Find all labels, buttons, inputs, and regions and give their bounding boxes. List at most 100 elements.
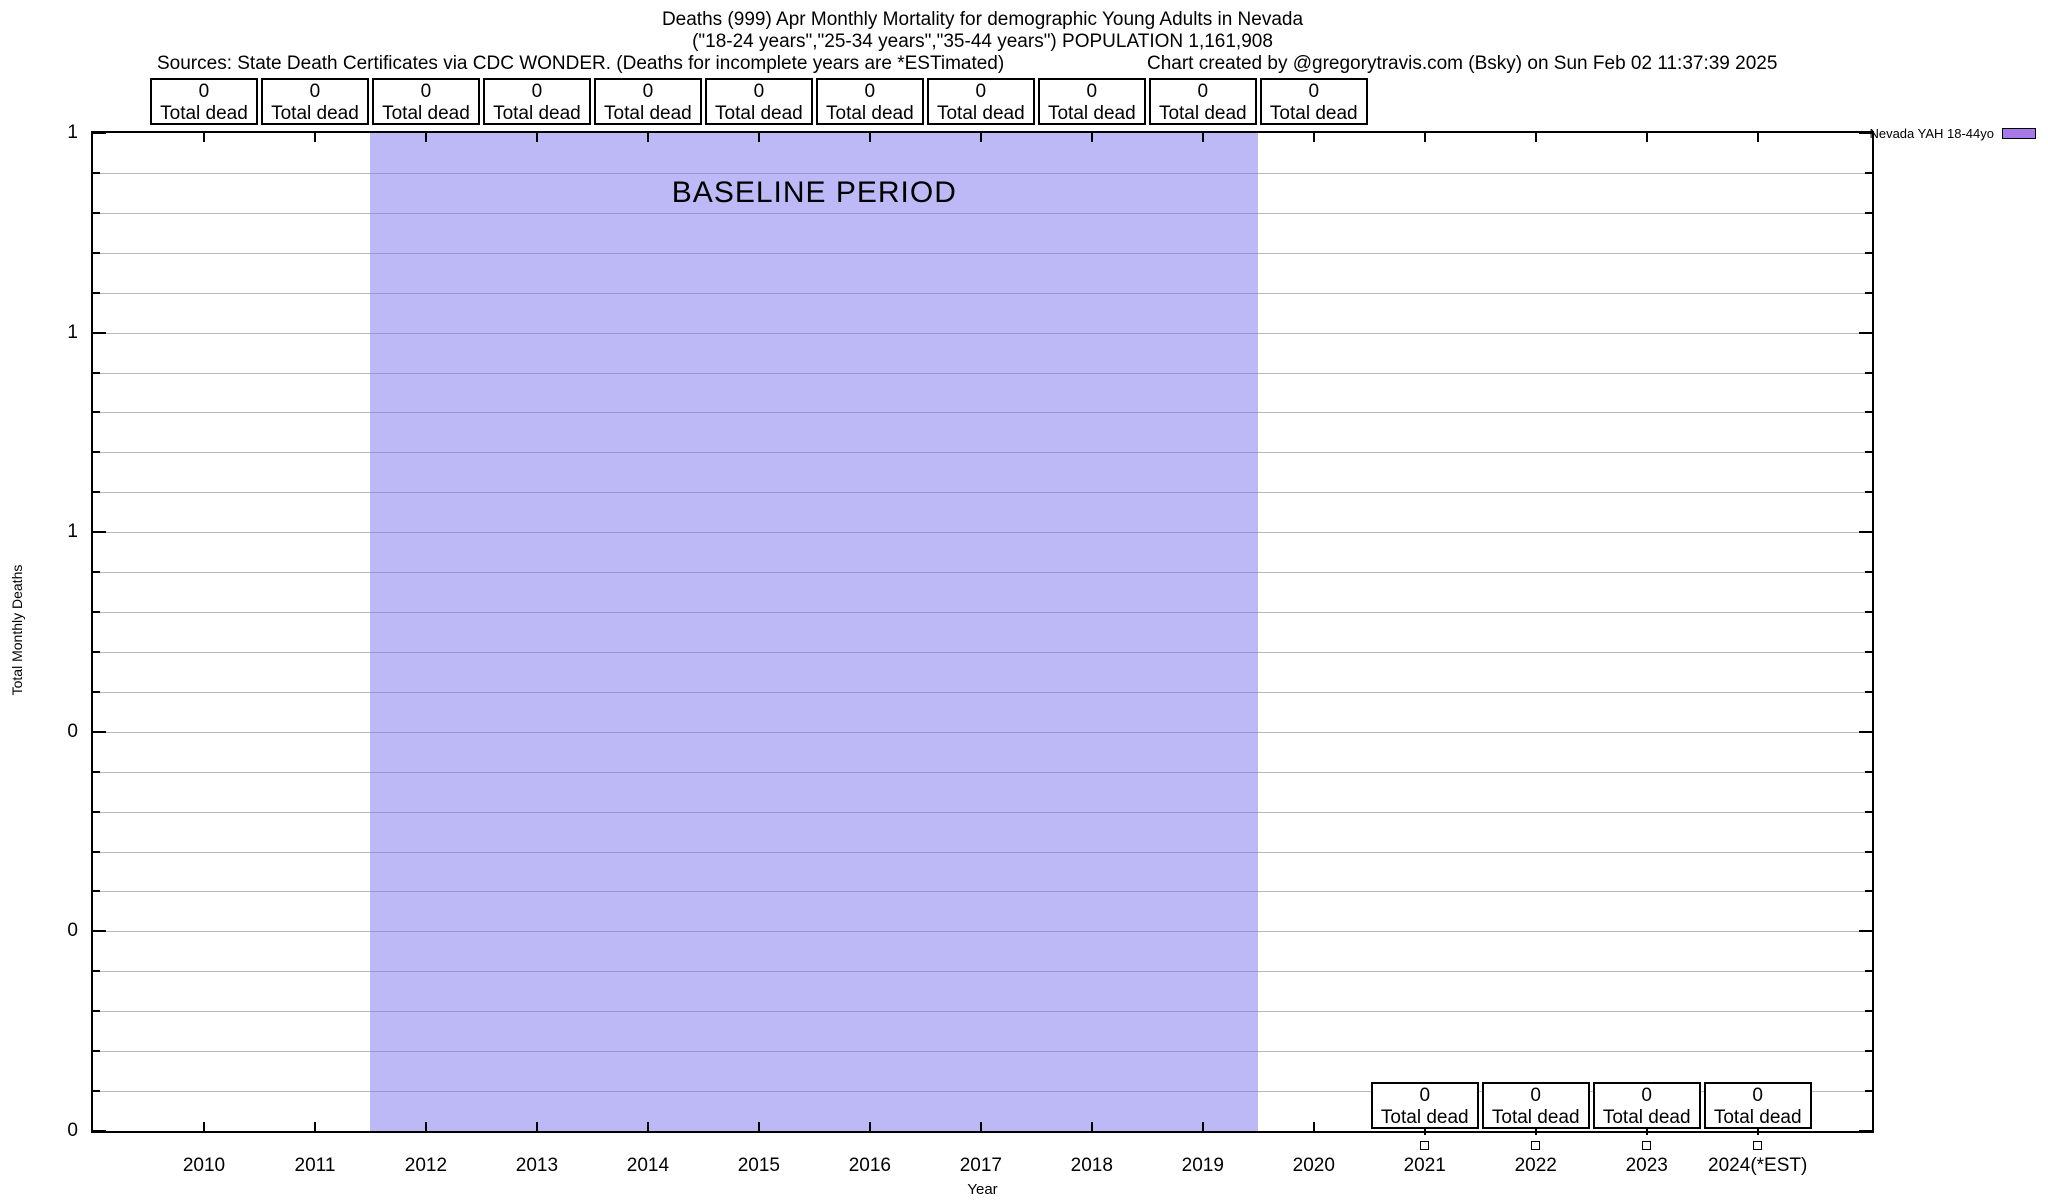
x-tick-label: 2012 <box>404 1155 448 1176</box>
annotation-box-label: Total dead <box>1491 1107 1580 1128</box>
x-axis-tick <box>1756 133 1759 142</box>
annotation-box-label: Total dead <box>936 103 1025 124</box>
y-axis-tick <box>1865 970 1872 973</box>
annotation-box-value: 0 <box>531 81 543 102</box>
annotation-box-label: Total dead <box>1713 1107 1802 1128</box>
x-axis-tick <box>1312 1122 1315 1131</box>
bottom-annotation-box: 0 Total dead <box>1370 1082 1479 1129</box>
y-axis-tick <box>1865 890 1872 893</box>
annotation-box-stem <box>1645 1129 1648 1135</box>
y-axis-tick <box>1865 411 1872 414</box>
annotation-box-value: 0 <box>753 81 765 102</box>
x-tick-label: 2010 <box>182 1155 226 1176</box>
y-axis-tick <box>1865 690 1872 693</box>
chart-title-line1: Deaths (999) Apr Monthly Mortality for d… <box>661 9 1304 30</box>
y-axis-tick <box>93 571 100 574</box>
y-axis-tick <box>1859 1130 1872 1132</box>
y-tick-label: 1 <box>67 521 78 543</box>
top-annotation-box: 0 Total dead <box>926 78 1035 125</box>
data-point-marker-square <box>1752 1141 1762 1150</box>
baseline-region: BASELINE PERIOD <box>370 133 1259 1131</box>
y-axis-tick <box>93 930 106 933</box>
y-axis-tick <box>93 810 100 813</box>
annotation-box-label: Total dead <box>604 103 692 124</box>
x-axis-tick <box>1645 133 1648 142</box>
x-axis-tick <box>1534 133 1537 142</box>
annotation-box-value: 0 <box>1641 1085 1652 1106</box>
legend: Nevada YAH 18-44yo <box>1869 126 2036 141</box>
x-axis-tick <box>1090 133 1093 142</box>
x-axis-tick <box>1423 133 1426 142</box>
x-tick-label: 2021 <box>1403 1155 1446 1176</box>
y-axis-tick <box>1865 1010 1872 1013</box>
y-axis-tick <box>1865 810 1872 813</box>
x-axis-tick <box>535 1122 538 1131</box>
x-tick-label: 2019 <box>1181 1155 1224 1176</box>
annotation-box-label: Total dead <box>271 103 359 124</box>
y-axis-tick <box>1859 331 1872 334</box>
annotation-box-label: Total dead <box>1158 103 1247 124</box>
annotation-box-value: 0 <box>1530 1085 1541 1106</box>
top-annotation-box: 0 Total dead <box>704 78 813 125</box>
x-axis-tick <box>757 133 760 142</box>
y-axis-tick <box>1865 770 1872 773</box>
y-axis-tick <box>93 770 100 773</box>
x-axis-tick <box>535 133 538 142</box>
x-tick-label: 2011 <box>294 1155 336 1176</box>
y-axis-tick <box>93 411 100 414</box>
y-axis-tick <box>1859 730 1872 733</box>
y-axis-tick <box>93 850 100 853</box>
annotation-box-label: Total dead <box>160 103 248 124</box>
x-axis-tick <box>202 133 205 142</box>
y-axis-tick <box>93 1090 100 1093</box>
x-axis-tick <box>868 133 871 142</box>
annotation-box-value: 0 <box>1752 1085 1763 1106</box>
top-annotation-box: 0 Total dead <box>1148 78 1257 125</box>
annotation-box-label: Total dead <box>493 103 581 124</box>
y-tick-label: 0 <box>67 1120 78 1141</box>
annotation-box-value: 0 <box>1419 1085 1431 1106</box>
bottom-annotation-box: 0 Total dead <box>1703 1082 1812 1129</box>
bottom-annotation-box: 0 Total dead <box>1592 1082 1701 1129</box>
top-annotation-box: 0 Total dead <box>593 78 702 125</box>
top-annotation-box: 0 Total dead <box>482 78 591 125</box>
x-axis-tick <box>646 133 649 142</box>
annotation-box-value: 0 <box>1308 81 1320 102</box>
top-annotation-box: 0 Total dead <box>815 78 924 125</box>
chart-title-line2: ("18-24 years","25-34 years","35-44 year… <box>692 31 1273 52</box>
x-tick-label: 2018 <box>1070 1155 1113 1176</box>
x-axis-tick <box>1090 1122 1093 1131</box>
y-axis-tick <box>93 1130 106 1132</box>
annotation-box-value: 0 <box>420 81 432 102</box>
y-axis-tick <box>1859 132 1872 134</box>
x-axis-tick <box>313 133 316 142</box>
y-axis-tick <box>93 1050 100 1053</box>
y-axis-tick <box>1859 930 1872 933</box>
bottom-annotation-box: 0 Total dead <box>1481 1082 1590 1129</box>
y-axis-tick <box>1865 1050 1872 1053</box>
data-point-marker-square <box>1419 1141 1429 1150</box>
y-axis-tick <box>1865 491 1872 494</box>
annotation-box-label: Total dead <box>715 103 803 124</box>
data-point-marker-square <box>1641 1141 1651 1150</box>
top-annotation-box: 0 Total dead <box>1037 78 1146 125</box>
y-axis-tick <box>1865 251 1872 254</box>
x-axis-tick <box>202 1122 205 1131</box>
x-axis-tick <box>1312 133 1315 142</box>
x-tick-label: 2023 <box>1625 1155 1668 1176</box>
x-axis-tick <box>424 133 427 142</box>
y-axis-tick <box>1859 531 1872 534</box>
y-axis-tick <box>93 1010 100 1013</box>
y-axis-tick <box>1865 611 1872 614</box>
annotation-box-value: 0 <box>1197 81 1209 102</box>
y-tick-label: 1 <box>67 321 78 343</box>
chart-credit-note: Chart created by @gregorytravis.com (Bsk… <box>1147 53 1778 74</box>
x-axis-tick <box>646 1122 649 1131</box>
y-axis-tick <box>93 730 106 733</box>
annotation-box-value: 0 <box>309 81 321 102</box>
x-tick-label: 2015 <box>737 1155 781 1176</box>
top-annotation-box: 0 Total dead <box>371 78 480 125</box>
annotation-box-value: 0 <box>198 81 210 102</box>
y-axis-tick <box>93 371 100 374</box>
y-axis-tick <box>93 890 100 893</box>
